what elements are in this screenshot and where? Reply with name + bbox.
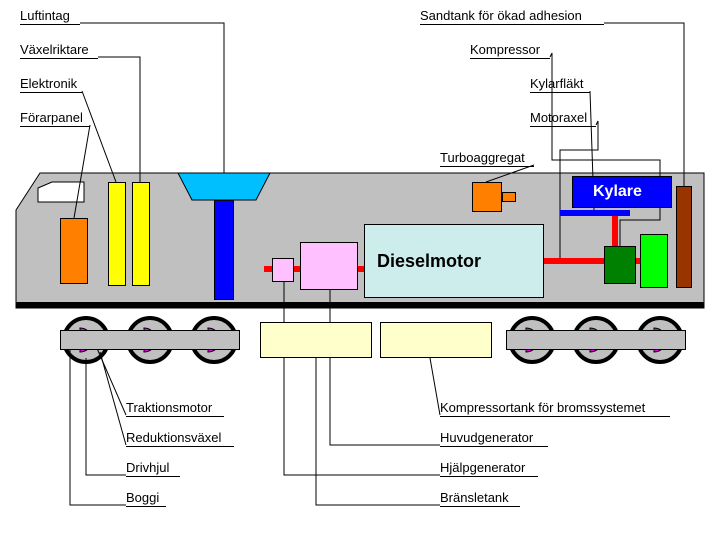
label-boggi: Boggi: [126, 490, 166, 507]
aux-green: [640, 234, 668, 288]
diesel-engine: Dieselmotor: [364, 224, 544, 298]
label-vaxelriktare: Växelriktare: [20, 42, 98, 59]
inverter-2: [132, 182, 150, 286]
label-sandtank: Sandtank för ökad adhesion: [420, 8, 604, 25]
main-generator: [300, 242, 358, 290]
bogie-bar-1: [506, 330, 686, 350]
inverter-1: [108, 182, 126, 286]
aux-generator: [272, 258, 294, 282]
radiator: Kylare: [572, 176, 672, 208]
diagram-stage: Dieselmotor Kylare Luftintag Växelriktare El…: [0, 0, 720, 540]
label-kompressortank: Kompressortank för bromssystemet: [440, 400, 670, 417]
label-elektronik: Elektronik: [20, 76, 82, 93]
label-turbo: Turboaggregat: [440, 150, 534, 167]
radiator-label: Kylare: [593, 183, 642, 201]
label-huvudgenerator: Huvudgenerator: [440, 430, 548, 447]
label-traktionsmotor: Traktionsmotor: [126, 400, 224, 417]
driver-panel: [60, 218, 88, 284]
fuel-tank-1: [380, 322, 492, 358]
driveline: [612, 214, 618, 248]
diesel-label: Dieselmotor: [377, 251, 481, 272]
label-bransletank: Bränsletank: [440, 490, 520, 507]
chassis-base: [16, 302, 704, 308]
label-hjalpgenerator: Hjälpgenerator: [440, 460, 538, 477]
fuel-tank-0: [260, 322, 372, 358]
label-motoraxel: Motoraxel: [530, 110, 596, 127]
fan-bar: [560, 210, 630, 216]
sand-tank: [676, 186, 692, 288]
air-intake-stem: [214, 200, 234, 300]
turbo-body: [472, 182, 502, 212]
label-forarpanel: Förarpanel: [20, 110, 90, 127]
compressor: [604, 246, 636, 284]
label-kompressor: Kompressor: [470, 42, 550, 59]
driveline: [544, 258, 604, 264]
label-reduktionsvaxel: Reduktionsväxel: [126, 430, 234, 447]
label-luftintag: Luftintag: [20, 8, 80, 25]
turbo-stub: [502, 192, 516, 202]
label-drivhjul: Drivhjul: [126, 460, 180, 477]
label-kylarflakt: Kylarfläkt: [530, 76, 590, 93]
bogie-bar-0: [60, 330, 240, 350]
